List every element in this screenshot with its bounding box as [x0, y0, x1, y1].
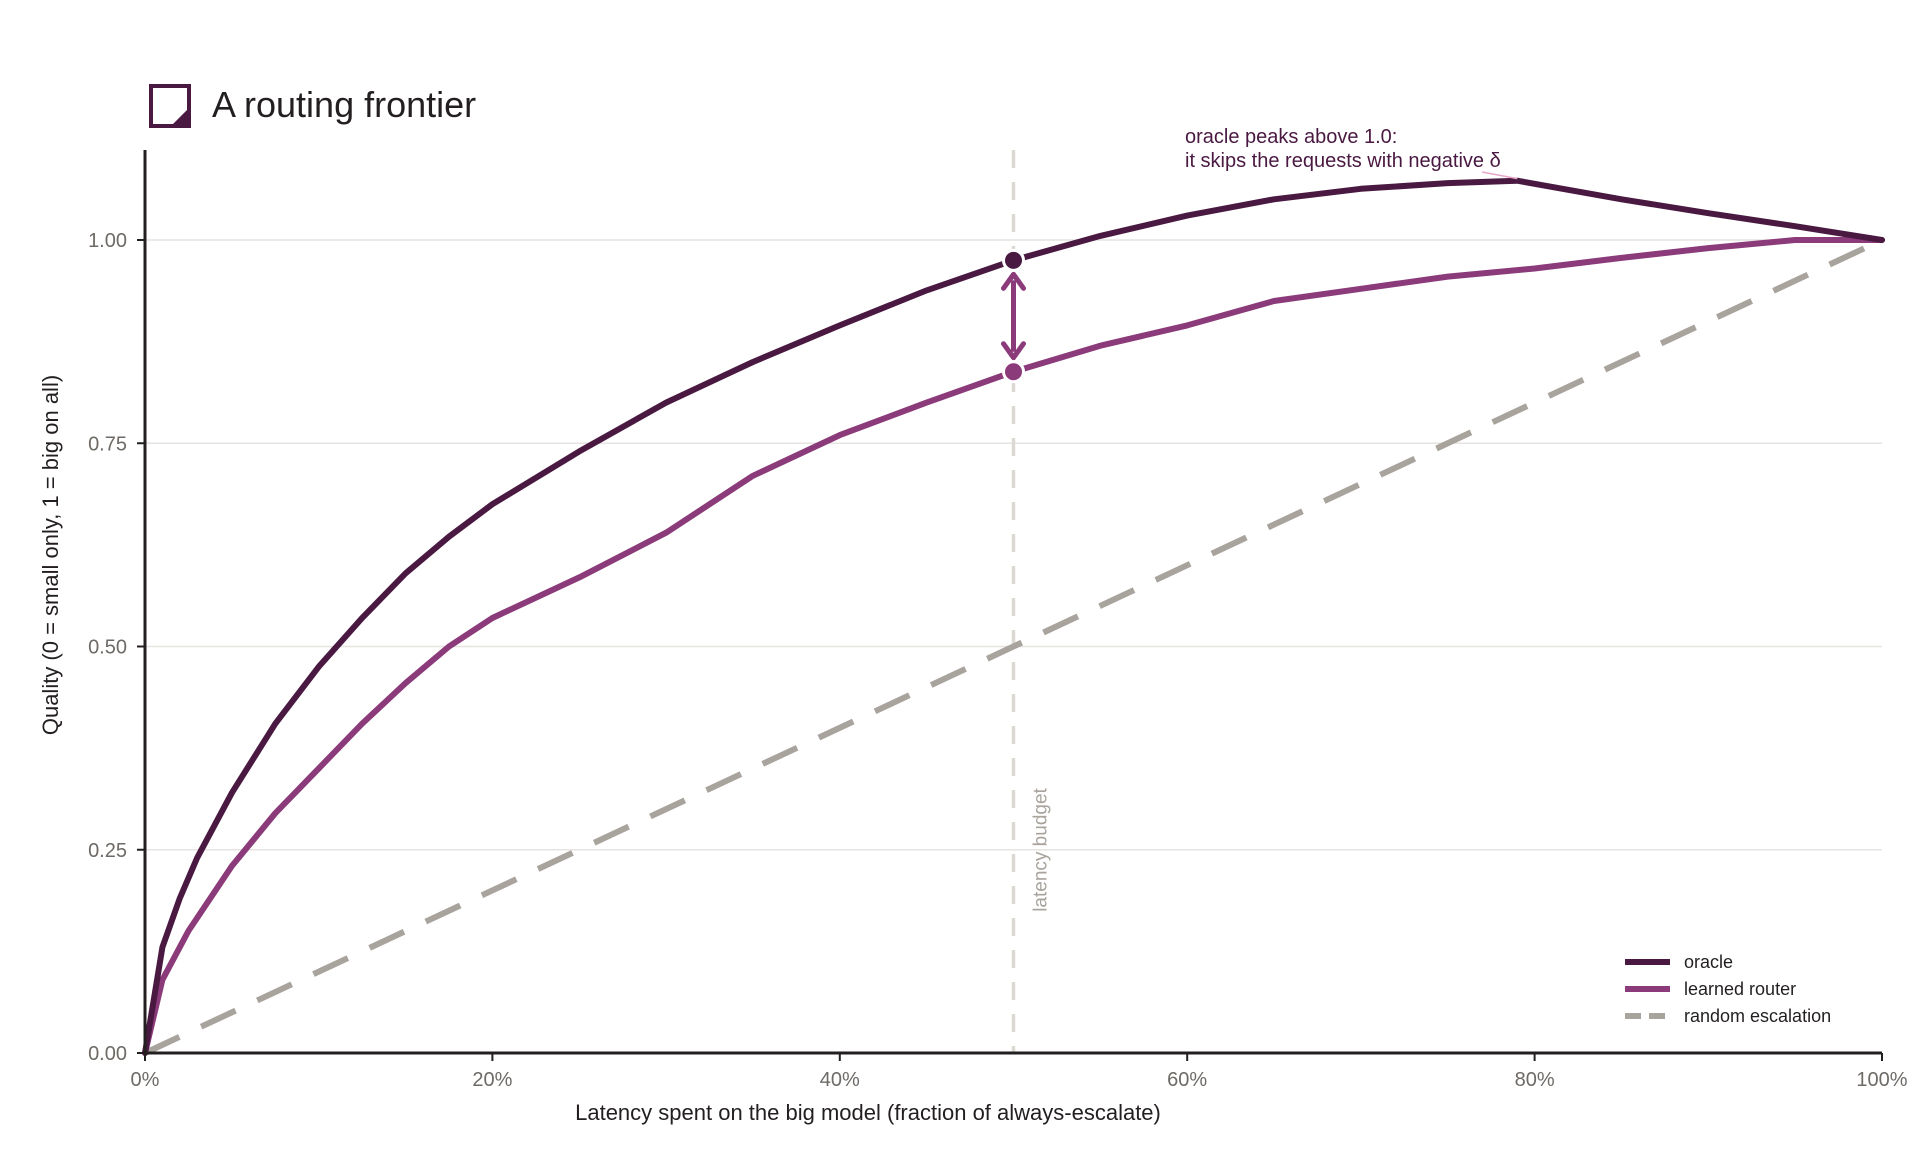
budget-label: latency budget: [1031, 787, 1052, 911]
y-tick-label-1: 0.25: [88, 840, 127, 862]
chart-title: A routing frontier: [212, 84, 476, 125]
x-tick-label-3: 60%: [1167, 1069, 1207, 1091]
note-icon: [149, 84, 191, 128]
series-layer: [142, 177, 1885, 1056]
legend-label-oracle: oracle: [1684, 952, 1733, 972]
oracle-budget-point: [1002, 248, 1025, 272]
legend-label-random-escalation: random escalation: [1684, 1006, 1831, 1026]
series-line-learned-router: [142, 237, 1885, 1056]
y-tick-label-0: 0.00: [88, 1043, 127, 1065]
tick-labels: 0.00 0.25 0.50 0.75 1.00 0% 20% 40% 60% 80% 100%: [88, 230, 1908, 1091]
x-tick-label-0: 0%: [131, 1069, 160, 1091]
annotation-line-2: it skips the requests with negative δ: [1185, 150, 1501, 172]
title-group: A routing frontier: [149, 84, 476, 128]
series-line-random-escalation: [143, 237, 1884, 1056]
gap-arrow-head-down: [1001, 341, 1026, 361]
x-tick-label-4: 80%: [1515, 1069, 1555, 1091]
x-tick-label-5: 100%: [1856, 1069, 1907, 1091]
y-tick-label-2: 0.50: [88, 637, 127, 659]
x-tick-label-2: 40%: [820, 1069, 860, 1091]
router-budget-point: [1002, 360, 1025, 384]
gap-arrow-head-up: [1001, 271, 1026, 291]
series-line-oracle: [142, 177, 1885, 1056]
y-tick-label-4: 1.00: [88, 230, 127, 252]
y-tick-label-3: 0.75: [88, 433, 127, 455]
gap-arrow-group: [1001, 248, 1026, 384]
axes: [143, 150, 1882, 1055]
y-axis-title: Quality (0 = small only, 1 = big on all): [38, 375, 63, 735]
legend-label-learned-router: learned router: [1684, 979, 1796, 999]
annotation-leader: [1481, 171, 1518, 180]
annotation-group: oracle peaks above 1.0: it skips the req…: [1185, 126, 1518, 180]
x-tick-label-1: 20%: [472, 1069, 512, 1091]
legend: oracle learned router random escalation: [1625, 952, 1831, 1026]
x-axis-title: Latency spent on the big model (fraction…: [575, 1100, 1161, 1125]
annotation-line-1: oracle peaks above 1.0:: [1185, 126, 1397, 148]
budget-line-group: latency budget: [1011, 150, 1052, 1053]
